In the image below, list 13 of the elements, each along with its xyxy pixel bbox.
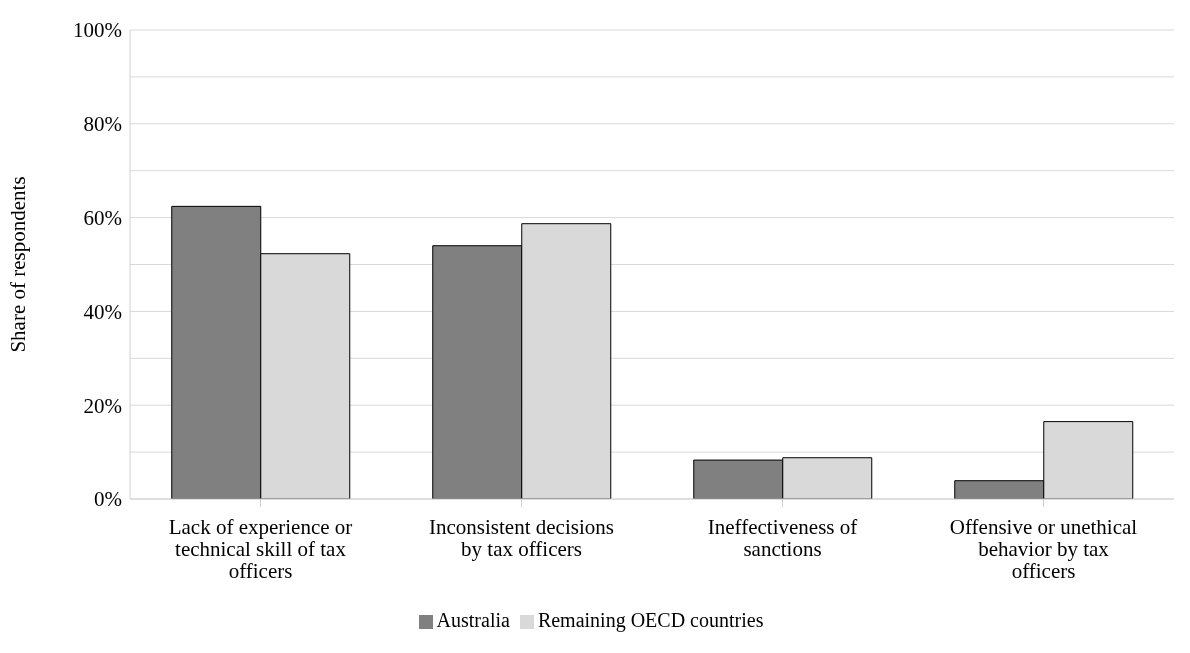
x-tick-label: Offensive or unethical behavior by tax officers [949, 514, 1138, 583]
legend-label: Remaining OECD countries [537, 609, 764, 631]
x-tick-label: Lack of experience or technical skill of tax officers [168, 514, 353, 583]
y-tick-label: 40% [83, 299, 122, 324]
y-axis-title: Share of respondents [6, 176, 31, 353]
y-tick-label: 20% [83, 393, 122, 418]
x-tick-label: Inconsistent decisions by tax officers [429, 514, 614, 561]
y-tick-label: 80% [83, 112, 122, 137]
y-tick-label: 0% [94, 487, 122, 512]
legend-label: Australia [436, 609, 510, 631]
x-tick-label: Ineffectiveness of sanctions [707, 514, 858, 561]
y-tick-label: 60% [83, 206, 122, 231]
y-tick-label: 100% [73, 18, 122, 43]
